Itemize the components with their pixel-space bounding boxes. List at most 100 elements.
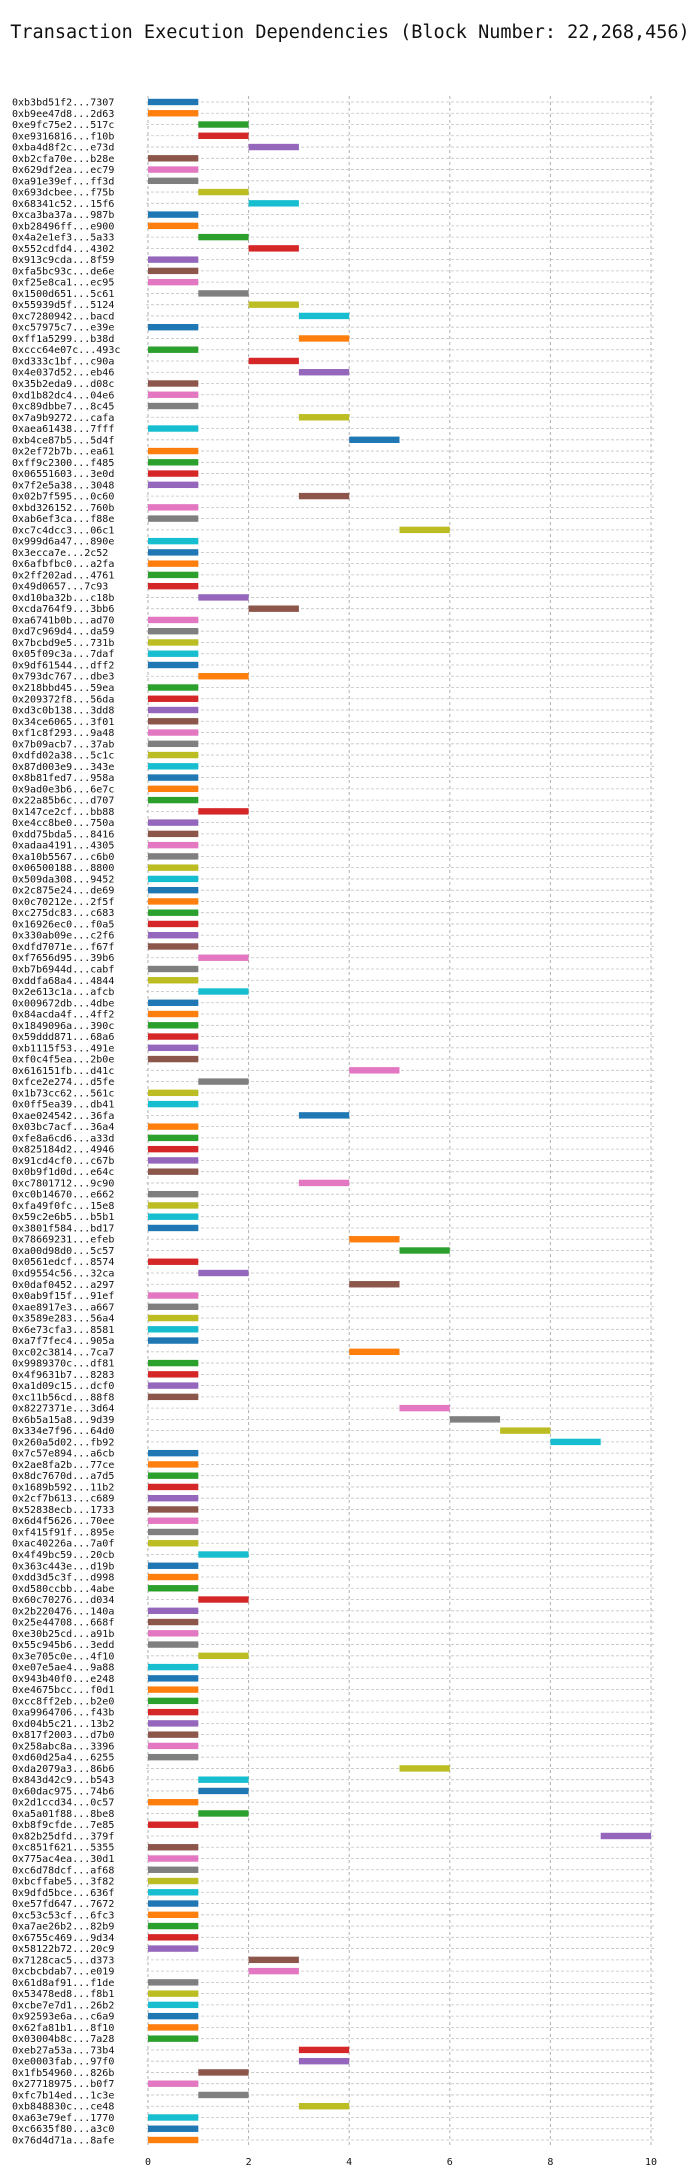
y-tick-label: 0x258abc8a...3396 [12, 1741, 114, 1752]
y-tick-label: 0xd3c0b138...3dd8 [12, 706, 114, 717]
dependency-bar [148, 1979, 199, 1986]
y-tick-label: 0x2b220476...140a [12, 1606, 114, 1617]
y-tick-label: 0xba4d8f2c...e73d [12, 143, 114, 154]
y-tick-label: 0x22a85b6c...d707 [12, 796, 114, 807]
y-tick-label: 0x3801f584...bd17 [12, 1223, 114, 1234]
y-tick-label: 0xc0b14670...e662 [12, 1190, 114, 1201]
y-tick-label: 0x58122b72...20c9 [12, 1944, 114, 1955]
y-tick-label: 0xc6635f80...a3c0 [12, 2124, 114, 2135]
dependency-bar [248, 1967, 299, 1975]
y-tick-label: 0xa7ae26b2...82b9 [12, 1922, 114, 1933]
y-tick-label: 0xa5a01f88...8be8 [12, 1809, 114, 1820]
y-tick-label: 0x03004b8c...7a28 [12, 2034, 114, 2045]
y-tick-label: 0x4f49bc59...20cb [12, 1550, 114, 1561]
y-tick-label: 0x0ff5ea39...db41 [12, 1100, 114, 1111]
y-tick-label: 0xe9fc75e2...517c [12, 120, 114, 131]
y-tick-label: 0xd9554c56...32ca [12, 1269, 114, 1280]
dependency-bar [298, 2057, 350, 2065]
y-tick-label: 0x363c443e...d19b [12, 1561, 114, 1572]
dependency-bar [148, 537, 199, 545]
y-tick-label: 0x2cf7b613...c689 [12, 1494, 114, 1505]
y-tick-label: 0x60c70276...d034 [12, 1595, 114, 1606]
y-tick-label: 0xc7c4dcc3...06c1 [12, 525, 114, 536]
dependency-bar [148, 1134, 199, 1142]
y-tick-label: 0xd333c1bf...c90a [12, 356, 114, 367]
dependency-bar [148, 932, 199, 939]
y-tick-label: 0x1fb54960...826b [12, 2068, 114, 2079]
y-tick-label: 0xe57fd647...7672 [12, 1899, 114, 1910]
dependency-bar [148, 1449, 199, 1457]
dependency-bar [148, 459, 199, 466]
dependency-bar [298, 1112, 350, 1119]
y-tick-label: 0xdd3d5c3f...d998 [12, 1573, 114, 1584]
dependency-bar [148, 650, 199, 657]
dependency-bar [148, 1044, 199, 1052]
dependency-bar [148, 1326, 199, 1333]
y-tick-label: 0xb7b6944d...cabf [12, 964, 114, 975]
y-tick-label: 0xfce2e274...d5fe [12, 1077, 114, 1088]
dependency-bar [148, 1202, 199, 1209]
dependency-bar [148, 898, 199, 905]
dependency-bar [248, 605, 299, 612]
dependency-bar [298, 369, 350, 376]
y-tick-label: 0xb1115f53...491e [12, 1043, 114, 1054]
dependency-bar [550, 1438, 601, 1446]
y-tick-label: 0x9ad0e3b6...6e7c [12, 784, 114, 795]
y-tick-label: 0x0b9f1d0d...e64c [12, 1167, 114, 1178]
dependency-bar [148, 1089, 199, 1097]
y-tick-label: 0xa1d09c15...dcf0 [12, 1381, 114, 1392]
dependency-bar [248, 245, 299, 252]
y-tick-label: 0xccc64e07c...493c [12, 345, 120, 356]
y-tick-label: 0xc02c3814...7ca7 [12, 1347, 114, 1358]
dependency-bar [198, 1078, 249, 1085]
dependency-bar [248, 1956, 299, 1964]
y-tick-label: 0xb4ce87b5...5d4f [12, 435, 114, 446]
y-tick-label: 0x793dc767...dbe3 [12, 672, 114, 683]
y-tick-label: 0xa9964706...f43b [12, 1708, 114, 1719]
dependency-bar [148, 999, 199, 1006]
dependency-bar [148, 571, 199, 579]
dependency-bar [148, 1258, 199, 1265]
dependency-bar [198, 2091, 249, 2099]
y-tick-label: 0x06551603...3e0d [12, 469, 114, 480]
dependency-bar [298, 2103, 350, 2110]
dependency-bar [148, 1889, 199, 1896]
dependency-bar [148, 1663, 199, 1671]
dependency-bar [148, 706, 199, 714]
dependency-bar [298, 414, 350, 421]
dependency-bar [148, 1393, 199, 1401]
y-tick-label: 0xcbcbdab7...e019 [12, 1967, 114, 1978]
y-tick-label: 0x84acda4f...4ff2 [12, 1010, 114, 1021]
y-tick-label: 0xf415f91f...895e [12, 1527, 114, 1538]
y-tick-label: 0xc7801712...9c90 [12, 1178, 114, 1189]
y-tick-label: 0x6b5a15a8...9d39 [12, 1415, 114, 1426]
y-tick-label: 0x06500188...8800 [12, 863, 114, 874]
y-tick-label: 0xd10ba32b...c18b [12, 593, 114, 604]
dependency-bar [148, 751, 199, 759]
dependency-bar [148, 1573, 199, 1581]
dependency-bar [198, 188, 249, 196]
dependency-bar [148, 2035, 199, 2042]
dependency-bar [148, 380, 199, 387]
y-tick-label: 0x3e705c0e...4f10 [12, 1651, 114, 1662]
dependency-bar [198, 673, 249, 680]
dependency-bar [148, 549, 199, 556]
dependency-bar [148, 2024, 199, 2031]
y-tick-label: 0xdfd7071e...f67f [12, 942, 114, 953]
dependency-bar [148, 425, 199, 432]
dependency-bar [148, 1506, 199, 1513]
y-tick-label: 0x2d1ccd34...0c57 [12, 1798, 114, 1809]
dependency-bar [399, 1404, 450, 1412]
dependency-bar [349, 1281, 400, 1288]
x-tick-label: 8 [547, 2157, 553, 2168]
y-tick-label: 0xdfd02a38...5c1c [12, 751, 114, 762]
y-tick-label: 0x1689b592...11b2 [12, 1482, 114, 1493]
dependency-bar [148, 110, 199, 117]
dependency-bar [148, 628, 199, 635]
y-tick-label: 0x0ab9f15f...91ef [12, 1291, 114, 1302]
dependency-bar [198, 1787, 249, 1795]
y-tick-label: 0x629df2ea...ec79 [12, 165, 114, 176]
y-tick-label: 0xddfa68a4...4844 [12, 976, 114, 987]
y-tick-label: 0x999d6a47...890e [12, 537, 114, 548]
dependency-bar [198, 121, 249, 128]
